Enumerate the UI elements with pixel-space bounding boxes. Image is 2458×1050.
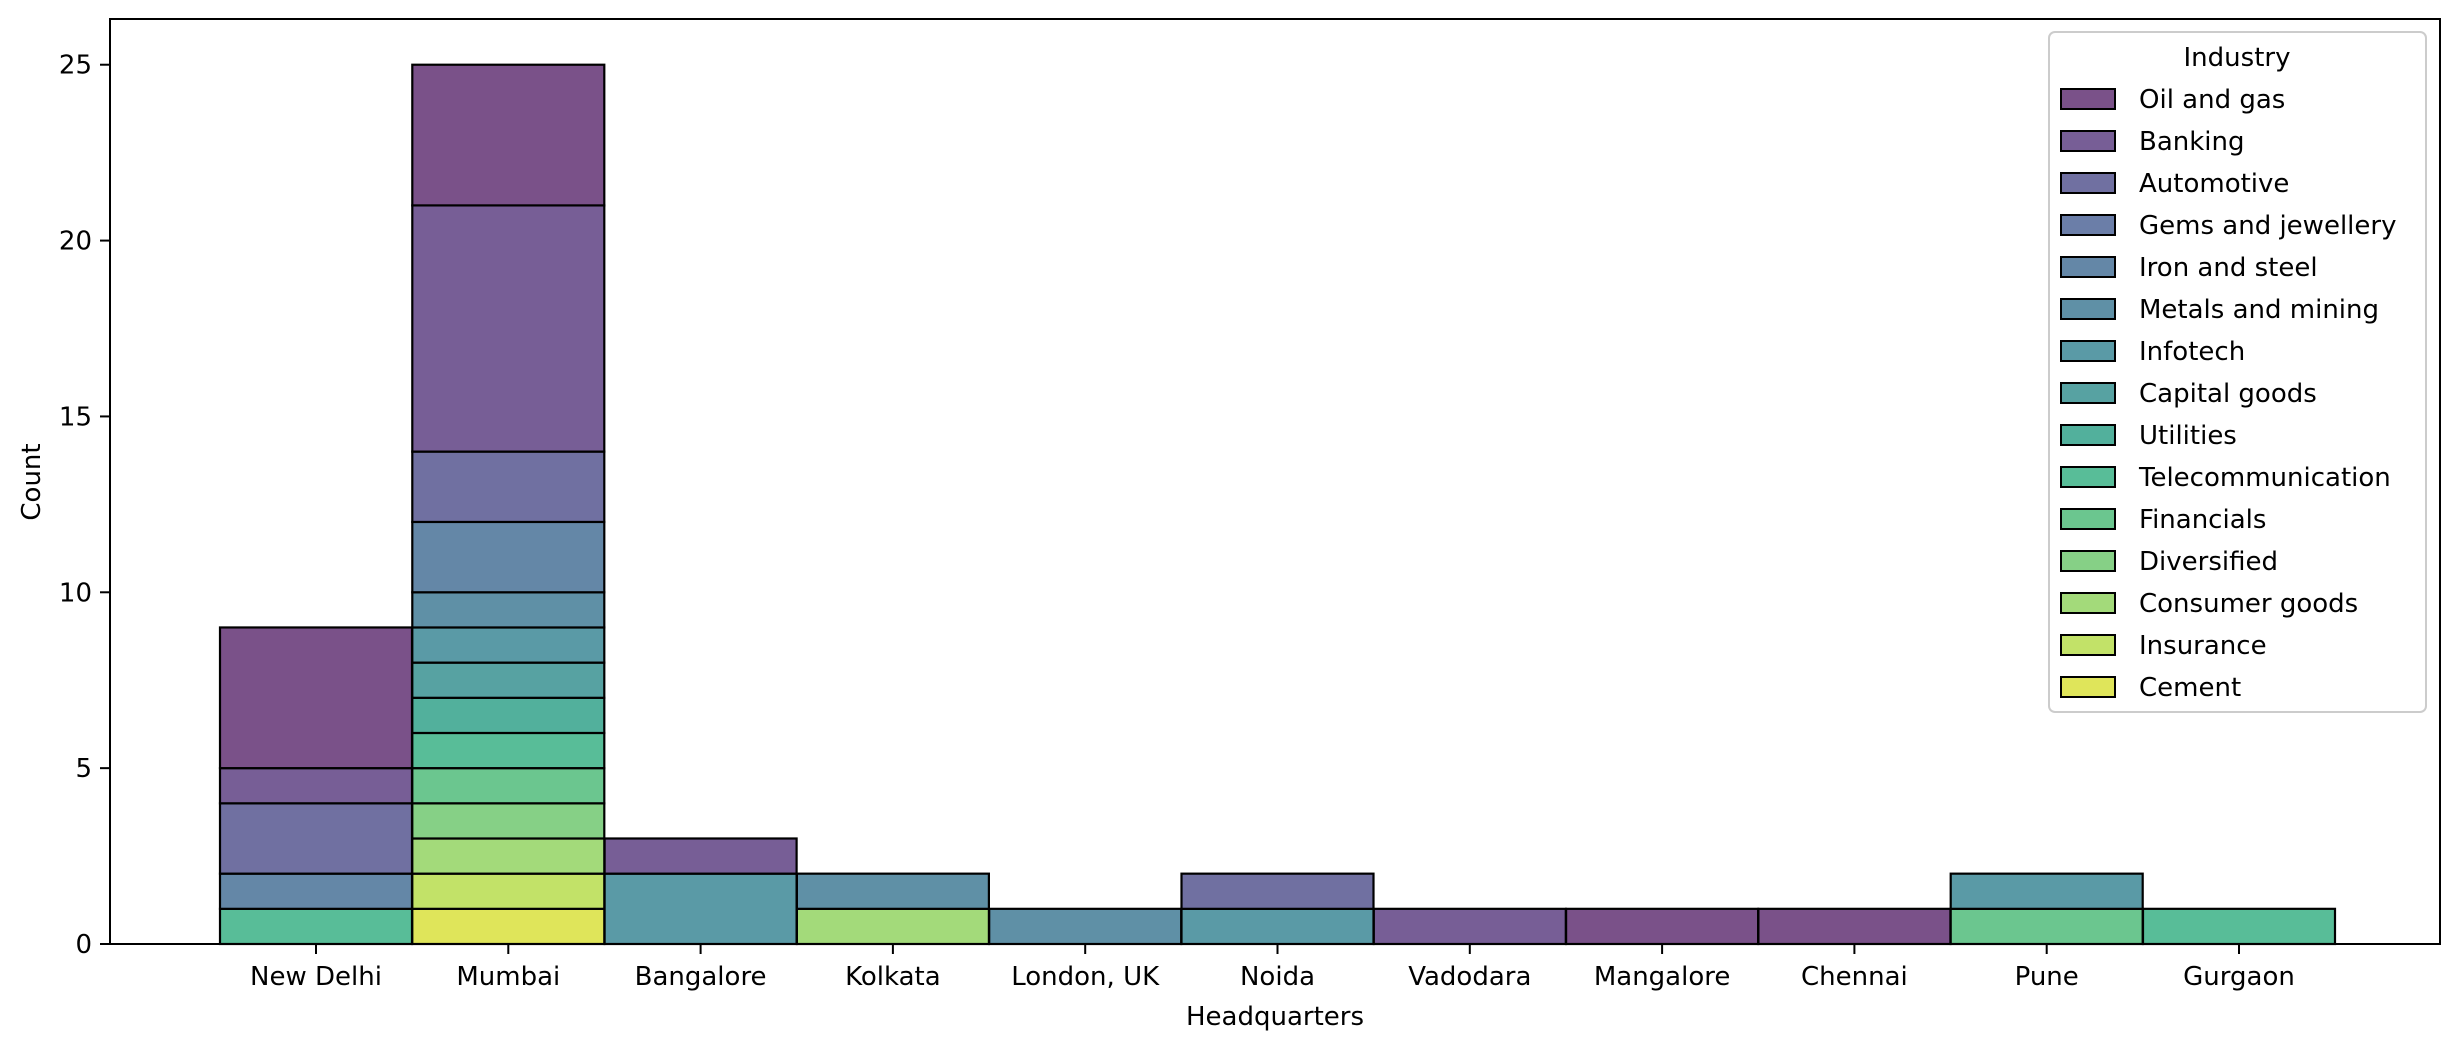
bar-segment (218, 626, 414, 770)
legend-entry-label: Gems and jewellery (2139, 211, 2396, 241)
legend-swatch (2060, 550, 2116, 572)
legend-items: Oil and gas Banking Automotive Gems and jew… (2060, 85, 2396, 703)
bar-segment (411, 591, 606, 629)
bar-segment (1180, 872, 1375, 910)
legend-swatch (2060, 298, 2116, 320)
bar-segment (988, 907, 1183, 946)
legend-entry-label: Insurance (2139, 631, 2267, 661)
bar-segment (218, 767, 414, 805)
legend-entry-label: Diversified (2139, 547, 2278, 577)
bar-segment (1949, 872, 2144, 910)
x-tick-label: Mumbai (456, 962, 560, 992)
bar-segment (411, 450, 606, 524)
y-tick-label: 25 (59, 51, 92, 81)
bar-segment (411, 661, 606, 699)
legend-entry-label: Oil and gas (2139, 85, 2285, 115)
legend-swatch (2060, 634, 2116, 656)
legend-entry-label: Banking (2139, 127, 2245, 157)
bar-segment (2141, 907, 2337, 946)
x-tick-label: Kolkata (845, 962, 941, 992)
legend-entry-label: Iron and steel (2139, 253, 2318, 283)
legend-swatch (2060, 172, 2116, 194)
x-tick-label: Vadodara (1408, 962, 1531, 992)
x-tick-label: Gurgaon (2183, 962, 2295, 992)
bar-segment (795, 907, 991, 946)
bar-segment (1372, 907, 1567, 946)
legend-entry-label: Utilities (2139, 421, 2237, 451)
bar-segment (411, 802, 606, 840)
legend-title: Industry (2184, 43, 2291, 73)
bar-segment (1949, 907, 2144, 946)
legend: Industry Oil and gas Banking Automotive Gem… (2048, 31, 2427, 713)
bar-segment (218, 802, 414, 875)
legend-frame (2048, 31, 2427, 713)
x-tick-label: New Delhi (250, 962, 382, 992)
legend-swatch (2060, 88, 2116, 110)
bar-segment (411, 872, 606, 910)
legend-swatch (2060, 340, 2116, 362)
legend-swatch (2060, 130, 2116, 152)
x-tick-label: Mangalore (1594, 962, 1731, 992)
legend-swatch (2060, 508, 2116, 530)
legend-entry-label: Telecommunication (2138, 463, 2391, 493)
bars-layer (218, 63, 2337, 946)
x-tick-label: London, UK (1011, 962, 1160, 992)
legend-entry-label: Cement (2139, 673, 2241, 703)
legend-swatch (2060, 592, 2116, 614)
legend-entry-label: Infotech (2139, 337, 2245, 367)
bar-segment (411, 63, 606, 207)
bar-segment (411, 837, 606, 875)
y-tick-label: 0 (75, 930, 92, 960)
y-axis: 0 5 10 15 20 25 (59, 51, 110, 960)
bar-segment (411, 731, 606, 770)
y-axis-label: Count (17, 443, 47, 520)
legend-swatch (2060, 382, 2116, 404)
bar-segment (218, 872, 414, 910)
legend-swatch (2060, 256, 2116, 278)
legend-entry-label: Automotive (2139, 169, 2289, 199)
bar-segment (603, 872, 798, 946)
bar-segment (411, 696, 606, 735)
legend-swatch (2060, 466, 2116, 488)
x-tick-label: Chennai (1801, 962, 1908, 992)
plot-frame (109, 18, 2441, 945)
bar-segment (411, 907, 606, 946)
x-tick-label: Pune (2015, 962, 2079, 992)
legend-entry-label: Financials (2139, 505, 2266, 535)
bar-segment (411, 520, 606, 594)
y-tick-label: 15 (59, 402, 92, 432)
bar-segment (218, 907, 414, 946)
legend-entry-label: Metals and mining (2139, 295, 2379, 325)
legend-swatch (2060, 214, 2116, 236)
legend-swatch (2060, 424, 2116, 446)
bar-segment (795, 872, 991, 910)
x-tick-label: Bangalore (635, 962, 767, 992)
legend-entry-label: Capital goods (2139, 379, 2317, 409)
bar-segment (1180, 907, 1375, 946)
legend-entry-label: Consumer goods (2139, 589, 2358, 619)
bar-segment (411, 767, 606, 805)
y-tick-label: 5 (75, 754, 92, 784)
legend-swatch (2060, 676, 2116, 698)
x-axis: New Delhi Mumbai Bangalore Kolkata London, U… (250, 944, 2295, 992)
y-tick-label: 20 (59, 227, 92, 257)
x-axis-label: Headquarters (1186, 1002, 1364, 1032)
bar-segment (411, 204, 606, 453)
bar-segment (411, 626, 606, 664)
bar-segment (1564, 907, 1760, 946)
bar-segment (1757, 907, 1952, 946)
x-tick-label: Noida (1240, 962, 1315, 992)
bar-segment (603, 837, 798, 875)
y-tick-label: 10 (59, 578, 92, 608)
